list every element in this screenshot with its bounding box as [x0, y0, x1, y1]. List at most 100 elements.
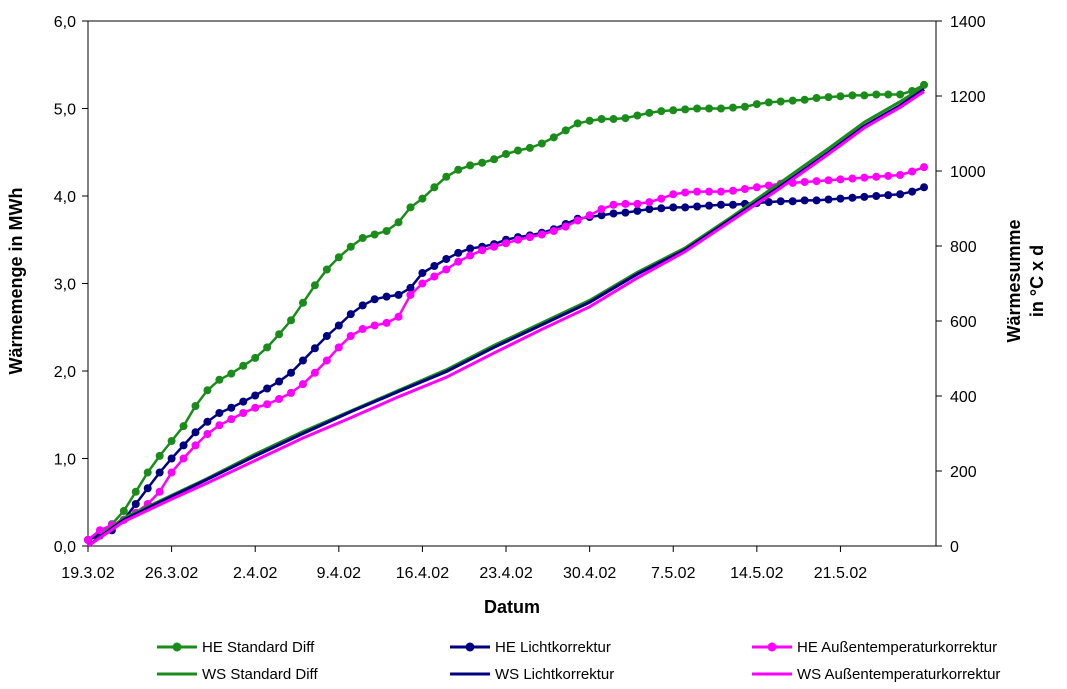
x-tick-label: 7.5.02 — [651, 565, 696, 582]
data-point — [884, 90, 893, 99]
data-point — [167, 454, 176, 463]
data-point — [657, 107, 666, 116]
data-point — [693, 202, 702, 211]
data-point — [358, 234, 367, 242]
data-point — [633, 206, 642, 215]
x-axis: 19.3.02 26.3.02 2.4.02 9.4.02 16.4.02 23.4.02… — [61, 546, 867, 582]
data-point — [585, 116, 594, 125]
data-point — [179, 422, 188, 431]
left-y-tick-label: 0,0 — [54, 539, 76, 556]
legend-item-ws-standard-diff: WS Standard Diff — [157, 666, 318, 683]
data-point — [251, 353, 260, 362]
legend-item-he-aussentemperaturkorrektur: HE Außentemperaturkorrektur — [752, 639, 997, 656]
data-point — [454, 257, 463, 266]
right-y-tick-label: 1200 — [950, 89, 986, 106]
data-point — [490, 155, 499, 164]
series-ws-aussentemperaturkorrektur — [87, 90, 925, 548]
data-point — [155, 451, 164, 460]
data-point — [167, 468, 176, 477]
data-point — [84, 535, 92, 544]
x-tick-label: 26.3.02 — [145, 565, 198, 582]
data-point — [334, 253, 343, 262]
data-point — [358, 301, 367, 310]
data-point — [848, 174, 857, 183]
data-point — [310, 344, 319, 353]
data-point — [705, 187, 714, 196]
legend-label: WS Standard Diff — [202, 666, 318, 683]
data-point — [824, 176, 833, 185]
data-point — [466, 251, 475, 260]
data-point — [645, 205, 654, 214]
data-point — [191, 402, 200, 410]
legend-item-he-standard-diff: HE Standard Diff — [157, 639, 315, 656]
data-point — [466, 161, 475, 170]
data-point — [167, 437, 176, 445]
right-y-tick-label: 400 — [950, 389, 977, 406]
data-point — [502, 150, 511, 158]
data-point — [334, 343, 343, 352]
data-point — [681, 188, 690, 197]
data-point — [263, 343, 272, 352]
data-point — [609, 209, 618, 218]
right-y-tick-label: 800 — [950, 239, 977, 256]
data-point — [788, 96, 797, 105]
data-point — [669, 203, 678, 212]
legend: HE Standard Diff HE Lichtkorrektur HE Auße… — [157, 639, 1000, 683]
left-y-tick-label: 5,0 — [54, 102, 76, 119]
data-point — [740, 102, 749, 111]
data-point — [728, 186, 737, 195]
data-point — [418, 269, 427, 277]
data-point — [896, 90, 905, 99]
data-point — [669, 106, 678, 115]
data-point — [418, 194, 427, 203]
data-point — [430, 183, 439, 192]
data-point — [884, 191, 893, 200]
data-point — [322, 332, 331, 340]
data-point — [549, 227, 558, 235]
data-point — [513, 146, 522, 155]
data-point — [860, 173, 869, 182]
x-tick-label: 16.4.02 — [396, 565, 449, 582]
data-point — [346, 332, 355, 340]
legend-label: WS Außentemperaturkorrektur — [797, 666, 1000, 683]
data-point — [633, 199, 642, 208]
x-tick-label: 9.4.02 — [317, 565, 362, 582]
data-point — [215, 421, 224, 430]
legend-marker — [767, 642, 777, 652]
data-point — [275, 330, 284, 339]
right-y-axis-title-line-1: Wärmesumme — [1004, 219, 1024, 342]
left-y-tick-label: 1,0 — [54, 452, 76, 469]
right-y-axis: 0 200 400 600 800 1000 1200 1400 — [936, 14, 986, 556]
data-point — [645, 108, 654, 117]
data-point — [621, 199, 630, 208]
x-tick-label: 30.4.02 — [563, 565, 616, 582]
data-point — [633, 111, 642, 120]
data-point — [657, 194, 666, 203]
data-point — [310, 368, 319, 377]
x-tick-label: 2.4.02 — [233, 565, 278, 582]
series-line-he-aussentemperaturkorrektur — [87, 165, 925, 541]
data-point — [764, 98, 773, 107]
data-point — [287, 368, 296, 377]
data-point — [155, 487, 164, 496]
data-point — [896, 190, 905, 199]
data-point — [812, 196, 821, 205]
right-y-tick-label: 600 — [950, 314, 977, 331]
data-point — [681, 105, 690, 114]
data-point — [513, 235, 522, 244]
data-point — [872, 90, 881, 99]
right-y-tick-label: 1400 — [950, 14, 986, 31]
data-point — [573, 119, 582, 128]
data-point — [836, 194, 845, 203]
data-point — [442, 172, 451, 181]
data-point — [227, 415, 236, 424]
data-point — [717, 200, 726, 209]
right-y-axis-title-line-2: in °C x d — [1027, 245, 1047, 317]
data-point — [812, 177, 821, 186]
left-y-tick-label: 6,0 — [54, 14, 76, 31]
data-point — [728, 103, 737, 112]
right-y-tick-label: 0 — [950, 539, 959, 556]
data-point — [239, 397, 248, 406]
data-point — [717, 187, 726, 196]
data-point — [143, 484, 152, 493]
